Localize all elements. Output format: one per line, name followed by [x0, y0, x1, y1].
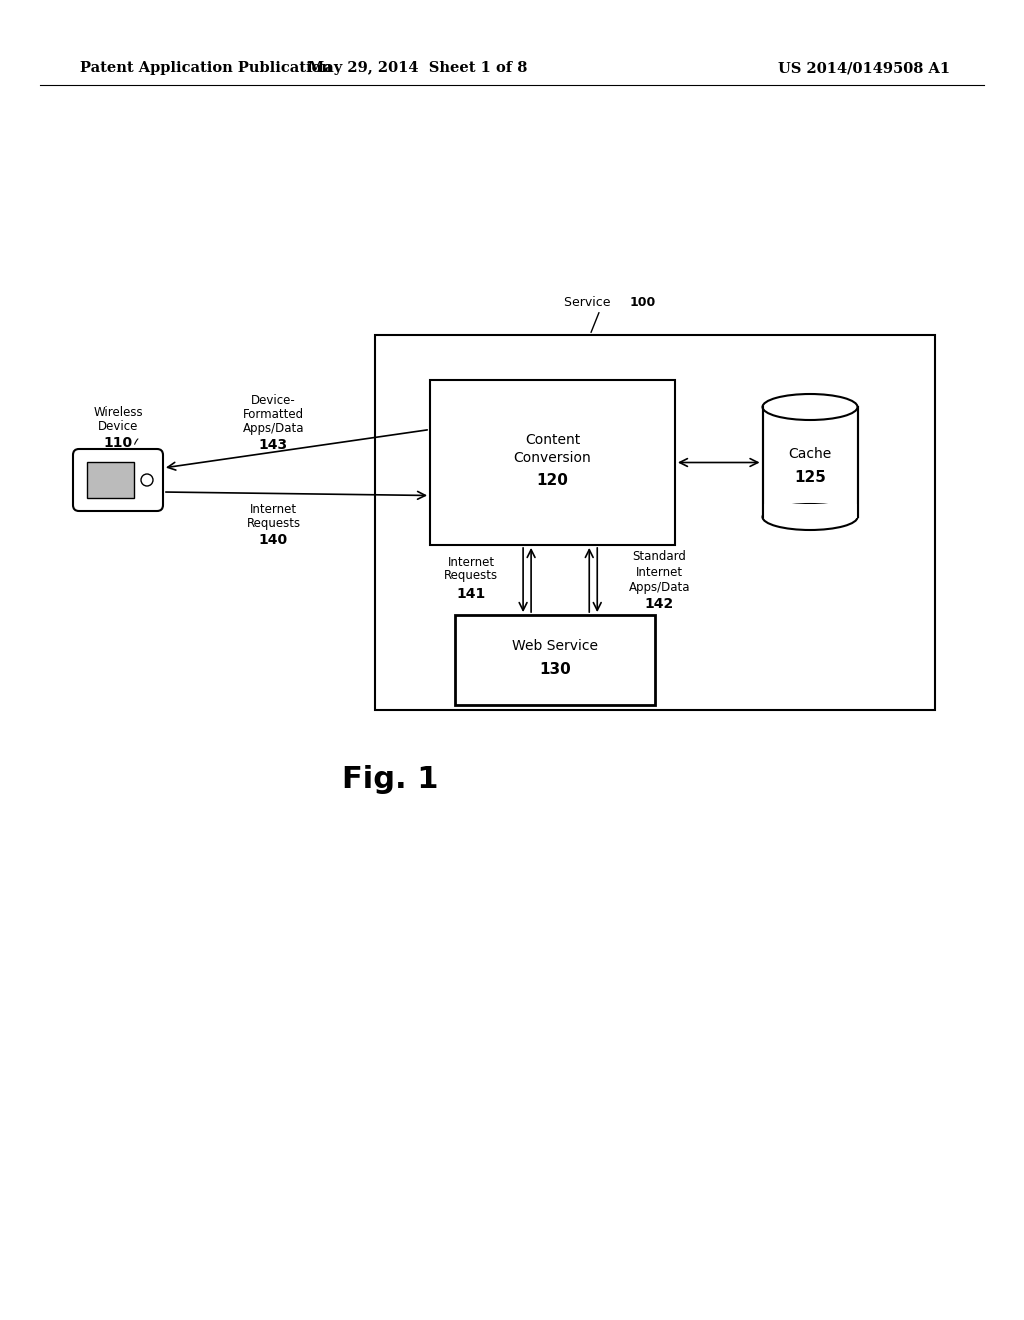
Text: 125: 125	[794, 470, 826, 484]
Text: Device: Device	[98, 421, 138, 433]
Text: Content: Content	[525, 433, 581, 447]
Text: Apps/Data: Apps/Data	[629, 582, 690, 594]
Text: 142: 142	[645, 597, 674, 611]
Bar	[430, 380, 675, 545]
Text: Requests: Requests	[444, 569, 498, 582]
Circle shape	[141, 474, 153, 486]
Text: Conversion: Conversion	[514, 450, 592, 465]
Text: 140: 140	[259, 533, 288, 546]
Text: Wireless: Wireless	[93, 405, 142, 418]
Text: 143: 143	[259, 438, 288, 451]
Text: Device-: Device-	[251, 395, 296, 408]
Text: 120: 120	[537, 473, 568, 488]
Bar	[762, 504, 858, 517]
Text: Fig. 1: Fig. 1	[342, 766, 438, 795]
Ellipse shape	[763, 504, 857, 531]
Text: May 29, 2014  Sheet 1 of 8: May 29, 2014 Sheet 1 of 8	[308, 61, 527, 75]
Text: Formatted: Formatted	[243, 408, 304, 421]
Text: 110: 110	[103, 436, 132, 450]
Text: Standard: Standard	[632, 549, 686, 562]
Text: Service: Service	[564, 296, 615, 309]
Text: 141: 141	[457, 587, 485, 601]
FancyBboxPatch shape	[73, 449, 163, 511]
Text: Requests: Requests	[247, 517, 301, 531]
Text: US 2014/0149508 A1: US 2014/0149508 A1	[778, 61, 950, 75]
Ellipse shape	[763, 393, 857, 420]
Text: Web Service: Web Service	[512, 639, 598, 653]
Bar	[455, 615, 655, 705]
Bar	[763, 407, 857, 517]
Text: Internet: Internet	[250, 503, 297, 516]
Text: Internet: Internet	[636, 565, 683, 578]
Text: Patent Application Publication: Patent Application Publication	[80, 61, 332, 75]
Text: 100: 100	[630, 296, 656, 309]
Text: Apps/Data: Apps/Data	[243, 422, 304, 436]
Bar	[375, 335, 935, 710]
Text: 130: 130	[539, 663, 570, 677]
Text: Internet: Internet	[447, 556, 495, 569]
Text: Cache: Cache	[788, 447, 831, 461]
Bar	[87, 462, 134, 498]
